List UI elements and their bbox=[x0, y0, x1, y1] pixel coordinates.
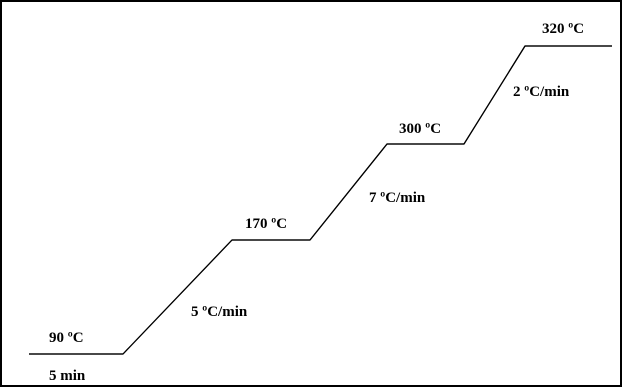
ramp-segment-2 bbox=[309, 143, 388, 241]
ramp-segment-3 bbox=[463, 45, 526, 145]
ramp-rate-label: 5 ºC/min bbox=[191, 304, 248, 320]
hold-temperature-label: 90 ºC bbox=[49, 330, 84, 346]
ramp-segment-1 bbox=[122, 239, 233, 355]
ramp-rate-label: 7 ºC/min bbox=[369, 190, 426, 206]
hold-temperature-label: 170 ºC bbox=[245, 216, 287, 232]
hold-duration-label: 5 min bbox=[49, 368, 86, 384]
hold-temperature-label: 300 ºC bbox=[399, 121, 441, 137]
hold-temperature-label: 320 ºC bbox=[542, 21, 584, 37]
ramp-rate-label: 2 ºC/min bbox=[513, 84, 570, 100]
